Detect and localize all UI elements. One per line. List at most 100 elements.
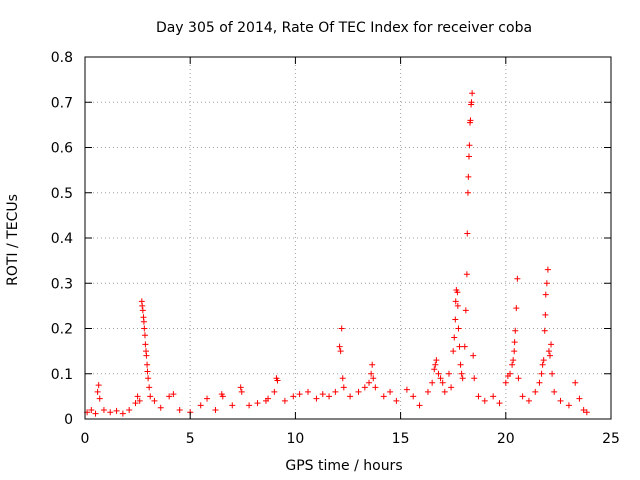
x-tick-label: 5 bbox=[186, 431, 195, 447]
data-point bbox=[157, 404, 164, 411]
axis-ticks: 0 5 10 15 20 25 0 0.1 0.2 0.3 0.4 0.5 0.6 0.7 0.8 bbox=[51, 50, 620, 447]
data-point bbox=[545, 348, 552, 355]
data-point bbox=[370, 375, 377, 382]
y-tick-label: 0.2 bbox=[51, 322, 73, 338]
data-point bbox=[140, 318, 147, 325]
data-point bbox=[107, 409, 114, 416]
data-point bbox=[583, 409, 590, 416]
data-point bbox=[410, 393, 417, 400]
data-point bbox=[204, 395, 211, 402]
data-point bbox=[429, 379, 436, 386]
data-point bbox=[290, 393, 297, 400]
data-point bbox=[525, 397, 532, 404]
data-point bbox=[403, 386, 410, 393]
data-point bbox=[565, 402, 572, 409]
data-point bbox=[88, 406, 95, 413]
data-point bbox=[144, 361, 151, 368]
y-tick-label: 0.1 bbox=[51, 367, 73, 383]
data-point bbox=[539, 361, 546, 368]
data-point bbox=[459, 375, 466, 382]
data-point bbox=[511, 348, 518, 355]
data-point bbox=[372, 384, 379, 391]
data-point bbox=[336, 343, 343, 350]
data-point bbox=[143, 352, 150, 359]
data-point bbox=[319, 391, 326, 398]
data-point bbox=[347, 393, 354, 400]
data-point bbox=[332, 388, 339, 395]
data-point bbox=[509, 361, 516, 368]
data-point bbox=[100, 406, 107, 413]
data-point bbox=[454, 289, 461, 296]
data-point bbox=[296, 391, 303, 398]
data-point bbox=[431, 366, 438, 373]
x-tick-label: 20 bbox=[497, 431, 515, 447]
y-tick-label: 0.5 bbox=[51, 186, 73, 202]
data-point bbox=[337, 348, 344, 355]
data-point bbox=[170, 391, 177, 398]
data-point bbox=[468, 99, 475, 106]
y-tick-label: 0.3 bbox=[51, 276, 73, 292]
data-point bbox=[166, 393, 173, 400]
data-point bbox=[470, 352, 477, 359]
data-point bbox=[212, 406, 219, 413]
data-point bbox=[141, 325, 148, 332]
data-point bbox=[451, 334, 458, 341]
data-point bbox=[448, 384, 455, 391]
data-point bbox=[142, 341, 149, 348]
data-point bbox=[576, 395, 583, 402]
data-point bbox=[455, 325, 462, 332]
data-point bbox=[95, 382, 102, 389]
data-point bbox=[134, 393, 141, 400]
data-point bbox=[435, 370, 442, 377]
y-tick-label: 0.8 bbox=[51, 50, 73, 66]
data-points bbox=[84, 90, 590, 417]
data-point bbox=[393, 397, 400, 404]
data-point bbox=[475, 393, 482, 400]
data-point bbox=[387, 388, 394, 395]
data-point bbox=[515, 375, 522, 382]
data-point bbox=[452, 298, 459, 305]
data-point bbox=[464, 189, 471, 196]
x-tick-label: 25 bbox=[602, 431, 620, 447]
data-point bbox=[502, 379, 509, 386]
data-point bbox=[546, 352, 553, 359]
data-point bbox=[339, 375, 346, 382]
data-point bbox=[445, 370, 452, 377]
data-point bbox=[512, 327, 519, 334]
data-point bbox=[424, 388, 431, 395]
data-point bbox=[557, 397, 564, 404]
y-tick-label: 0.6 bbox=[51, 141, 73, 157]
data-point bbox=[254, 400, 261, 407]
data-point bbox=[544, 266, 551, 273]
data-point bbox=[238, 388, 245, 395]
data-point bbox=[441, 388, 448, 395]
x-tick-label: 10 bbox=[286, 431, 304, 447]
data-point bbox=[450, 348, 457, 355]
data-point bbox=[511, 339, 518, 346]
data-point bbox=[176, 406, 183, 413]
data-point bbox=[513, 305, 520, 312]
data-point bbox=[338, 325, 345, 332]
data-point bbox=[461, 343, 468, 350]
data-point bbox=[514, 275, 521, 282]
data-point bbox=[454, 302, 461, 309]
data-point bbox=[369, 361, 376, 368]
y-tick-label: 0.4 bbox=[51, 231, 73, 247]
data-point bbox=[380, 393, 387, 400]
data-point bbox=[469, 90, 476, 97]
data-point bbox=[141, 332, 148, 339]
data-point bbox=[96, 395, 103, 402]
data-point bbox=[519, 393, 526, 400]
data-point bbox=[540, 357, 547, 364]
data-point bbox=[543, 280, 550, 287]
data-point bbox=[432, 361, 439, 368]
data-point bbox=[549, 370, 556, 377]
data-point bbox=[246, 402, 253, 409]
data-point bbox=[265, 395, 272, 402]
data-point bbox=[229, 402, 236, 409]
data-point bbox=[541, 327, 548, 334]
data-point bbox=[416, 402, 423, 409]
data-point bbox=[92, 410, 99, 417]
